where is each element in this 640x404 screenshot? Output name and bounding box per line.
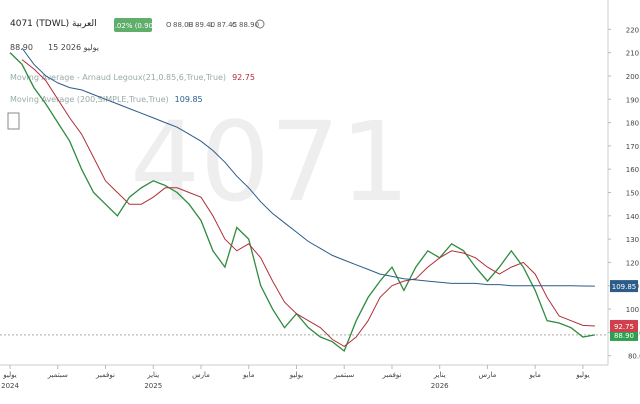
ohlc-value: 88.00: [173, 21, 193, 29]
x-tick-label: سبتمبر: [47, 371, 68, 379]
last-value-label: 88.90: [614, 332, 634, 340]
y-tick-label: 80.00: [628, 353, 640, 361]
y-tick-label: 180.00: [626, 120, 640, 128]
ohlc-key: O: [166, 21, 172, 29]
change-badge: [114, 18, 152, 32]
y-tick-label: 210.00: [626, 50, 640, 58]
last-value-box: [610, 280, 638, 293]
x-tick-label: نوفمبر: [381, 371, 401, 379]
series-line: [21, 47, 595, 287]
x-year-label: 2026: [431, 382, 449, 390]
change: 1.02% (0.90): [110, 22, 156, 30]
x-tick-label: يوليو: [575, 371, 589, 379]
x-tick-label: يوليو: [2, 371, 16, 379]
legend-value: 92.75: [232, 73, 255, 82]
x-year-label: 2024: [1, 382, 19, 390]
x-tick-label: يوليو: [289, 371, 303, 379]
legend-text: Moving Average (200,SIMPLE,True,True): [10, 95, 169, 104]
y-tick-label: 120.00: [626, 259, 640, 267]
x-tick-label: يناير: [146, 371, 159, 379]
ohlc: O 88.00H 89.40L 87.45C 88.90: [166, 21, 259, 29]
watermark: 4071: [130, 98, 410, 226]
plot: Moving Average - Arnaud Legoux(21,0.85,6…: [0, 26, 640, 390]
last-price: 88.90: [10, 43, 33, 52]
y-tick-label: 200.00: [626, 73, 640, 81]
ohlc-value: 88.90: [239, 21, 259, 29]
symbol: 4071 (TDWL) العربية: [10, 19, 97, 29]
ohlc-key: H: [188, 21, 193, 29]
x-tick-label: يناير: [433, 371, 446, 379]
ohlc-key: L: [210, 21, 214, 29]
y-tick-label: 160.00: [626, 166, 640, 174]
legend-value: 109.85: [175, 95, 203, 104]
y-tick-label: 130.00: [626, 236, 640, 244]
series-line: [21, 59, 595, 348]
y-tick-label: 100.00: [626, 306, 640, 314]
x-tick-label: سبتمبر: [333, 371, 354, 379]
x-year-label: 2025: [144, 382, 162, 390]
last-value-label: 92.75: [614, 323, 634, 331]
y-tick-label: 170.00: [626, 143, 640, 151]
last-value-box: [610, 319, 638, 332]
ohlc-value: 87.45: [217, 21, 237, 29]
x-tick-label: مايو: [528, 371, 541, 379]
ohlc-key: C: [232, 21, 237, 29]
x-tick-label: مارس: [479, 371, 497, 379]
y-tick-label: 190.00: [626, 96, 640, 104]
y-tick-label: 150.00: [626, 190, 640, 198]
date: 15 2026 يوليو: [48, 43, 99, 52]
last-value-label: 109.85: [612, 283, 637, 291]
series-line: [9, 52, 596, 353]
x-tick-label: نوفمبر: [95, 371, 115, 379]
y-tick-label: 140.00: [626, 213, 640, 221]
y-tick-label: 220.00: [626, 26, 640, 34]
legend-text: Moving Average - Arnaud Legoux(21,0.85,6…: [10, 73, 226, 82]
settings-icon[interactable]: [255, 19, 265, 29]
collapse-button[interactable]: [7, 112, 20, 130]
ohlc-value: 89.40: [195, 21, 215, 29]
x-tick-label: مايو: [242, 371, 255, 379]
x-tick-label: مارس: [192, 371, 210, 379]
